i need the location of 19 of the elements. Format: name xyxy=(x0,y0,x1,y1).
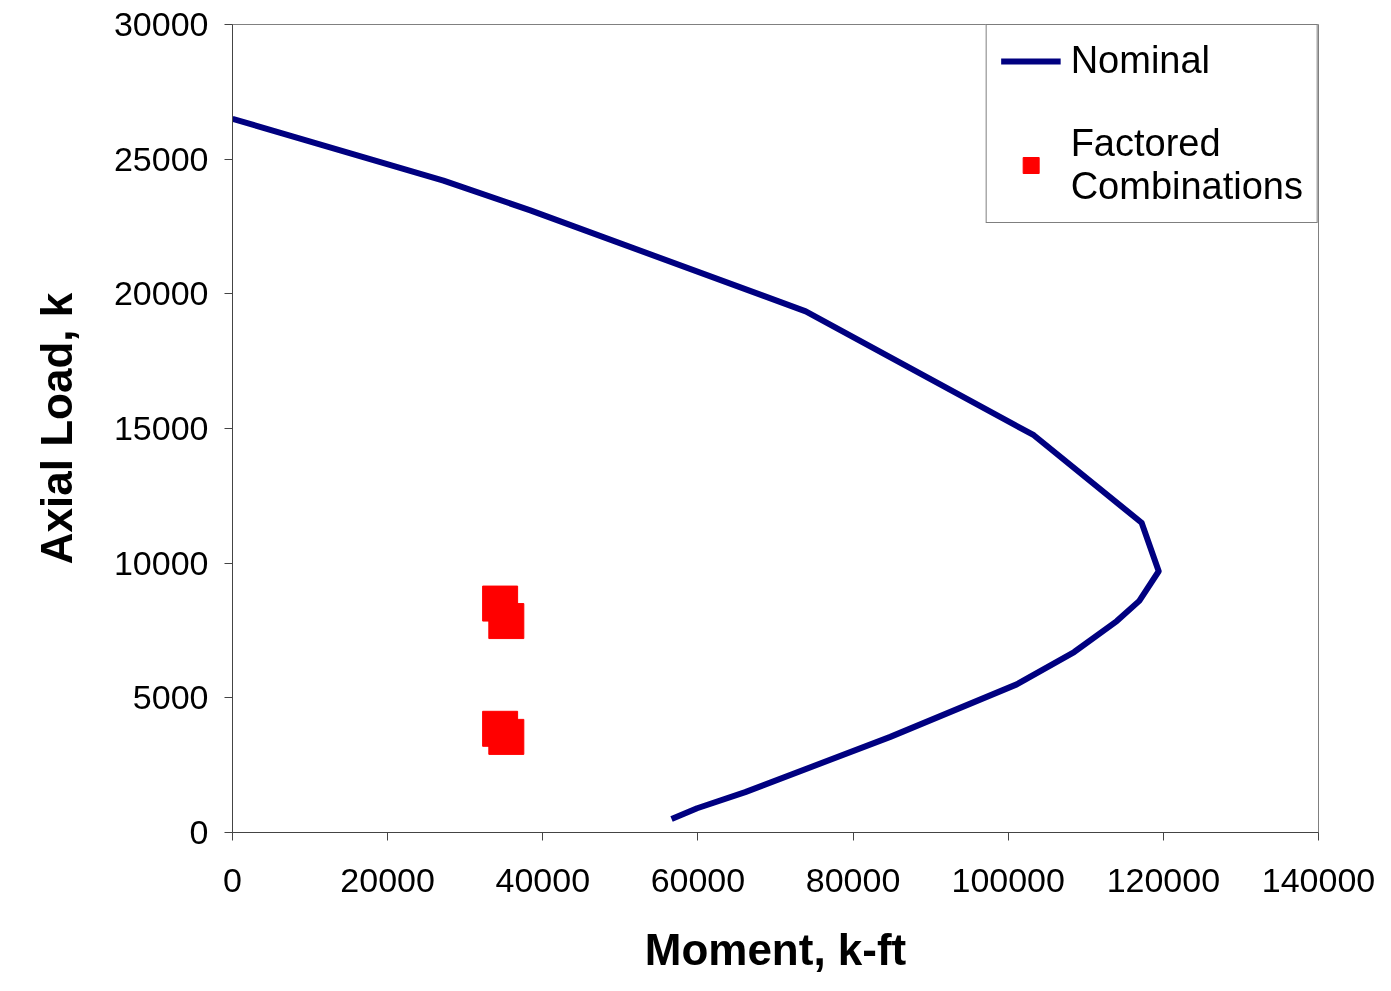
y-tick-label: 25000 xyxy=(113,139,209,178)
x-tick-label: 20000 xyxy=(340,860,435,899)
x-tick-label: 0 xyxy=(223,860,242,899)
y-axis-title: Axial Load, k xyxy=(31,292,81,565)
y-tick-label: 0 xyxy=(189,813,209,851)
legend-label: Factored Combinations xyxy=(1070,122,1303,208)
x-tick-label: 80000 xyxy=(805,860,901,899)
y-tick-label: 15000 xyxy=(113,409,209,447)
legend-label: Nominal xyxy=(1070,39,1211,82)
x-tick-label: 100000 xyxy=(951,860,1065,899)
y-tick-label: 5000 xyxy=(132,678,209,717)
x-tick-label: 60000 xyxy=(650,860,746,899)
y-tick-label: 30000 xyxy=(113,5,209,43)
x-axis-title: Moment, k-ft xyxy=(644,924,907,974)
y-tick-label: 20000 xyxy=(113,274,209,313)
x-tick-label: 120000 xyxy=(1106,860,1221,899)
x-tick-label: 40000 xyxy=(495,860,591,899)
x-tick-label: 140000 xyxy=(1261,860,1376,899)
y-tick-label: 10000 xyxy=(113,543,209,582)
